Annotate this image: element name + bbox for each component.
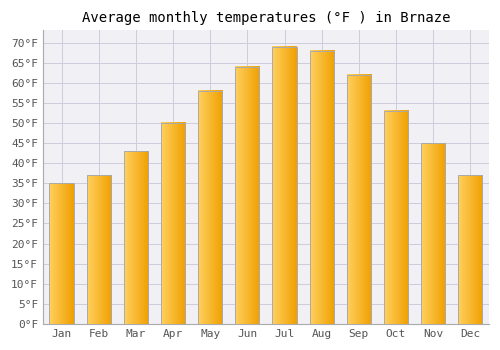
Bar (310, 50, 334, 324)
Bar (458, 175, 482, 324)
Bar (161, 123, 185, 324)
Bar (272, 47, 296, 324)
Bar (421, 143, 445, 324)
Bar (347, 75, 371, 324)
Bar (50, 183, 74, 324)
Bar (384, 111, 408, 324)
Title: Average monthly temperatures (°F ) in Brnaze: Average monthly temperatures (°F ) in Br… (82, 11, 450, 25)
Bar (236, 66, 260, 324)
Bar (86, 175, 111, 324)
Bar (124, 151, 148, 324)
Bar (198, 91, 222, 324)
